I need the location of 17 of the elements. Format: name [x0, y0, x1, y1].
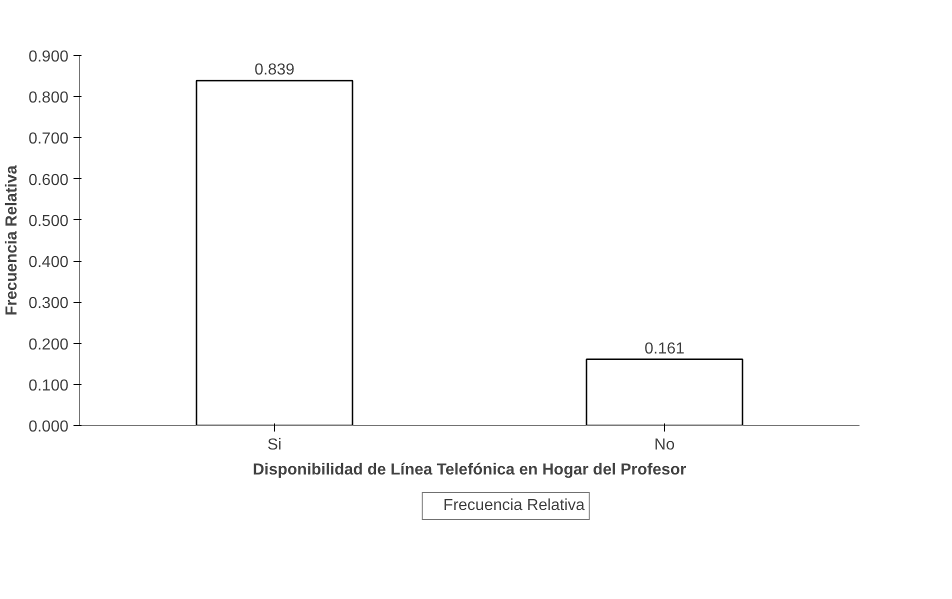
- y-tick-label: 0.900: [28, 48, 69, 66]
- x-tick-label: No: [654, 436, 675, 454]
- y-tick-label: 0.300: [28, 295, 69, 312]
- x-axis-title: Disponibilidad de Línea Telefónica en Hogar del Profesor: [252, 462, 686, 478]
- y-tick-label: 0.100: [28, 377, 69, 394]
- y-tick-label: 0.800: [28, 90, 69, 107]
- y-tick-label: 0.400: [28, 254, 69, 272]
- y-tick-label: 0.600: [28, 172, 69, 189]
- y-axis-title: Frecuencia Relativa: [3, 165, 20, 316]
- x-tick-label: Si: [267, 436, 282, 454]
- y-tick-label: 0.700: [28, 130, 69, 148]
- y-tick-label: 0.000: [28, 418, 69, 436]
- text: Frecuencia Relativa: [443, 497, 585, 515]
- data-label: 0.839: [254, 62, 295, 79]
- y-tick-label: 0.500: [28, 212, 69, 230]
- data-label: 0.161: [644, 340, 685, 358]
- y-tick-label: 0.200: [28, 336, 69, 354]
